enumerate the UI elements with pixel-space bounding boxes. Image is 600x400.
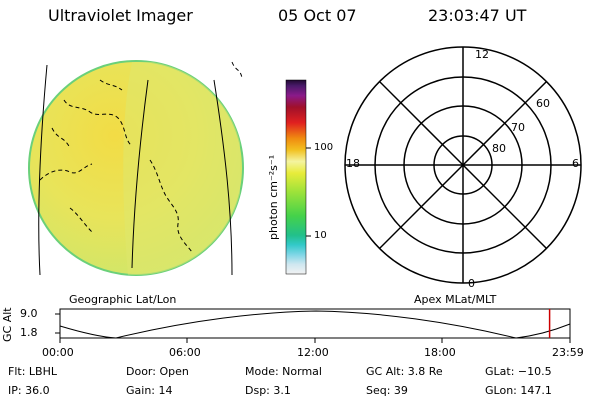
- gc-alt-min: 1.8: [20, 326, 38, 339]
- mlt-18-label: 18: [346, 157, 360, 170]
- xtick-1200: 12:00: [297, 346, 329, 359]
- info-ip: IP: 36.0: [8, 384, 50, 397]
- polar-grid: [344, 46, 582, 284]
- instrument-title: Ultraviolet Imager: [48, 6, 193, 25]
- time-label: 23:03:47 UT: [428, 6, 527, 25]
- colorbar-ticks: [306, 147, 311, 237]
- info-seq: Seq: 39: [366, 384, 408, 397]
- info-flt: Flt: LBHL: [8, 365, 57, 378]
- xtick-0000: 00:00: [42, 346, 74, 359]
- info-dsp: Dsp: 3.1: [245, 384, 291, 397]
- colorbar-tick-10: 10: [314, 230, 327, 241]
- lat-80-label: 80: [492, 142, 506, 155]
- mlt-12-label: 12: [475, 48, 489, 61]
- colorbar-tick-100: 100: [314, 142, 334, 153]
- info-mode: Mode: Normal: [245, 365, 322, 378]
- info-door: Door: Open: [126, 365, 189, 378]
- info-gc-alt: GC Alt: 3.8 Re: [366, 365, 443, 378]
- info-gain: Gain: 14: [126, 384, 173, 397]
- xtick-2359: 23:59: [552, 346, 584, 359]
- apex-caption: Apex MLat/MLT: [414, 293, 497, 306]
- xtick-0600: 06:00: [169, 346, 201, 359]
- geo-grid-lines: [38, 64, 233, 276]
- mlt-6-label: 6: [572, 157, 579, 170]
- gc-alt-ylabel: GC Alt: [1, 307, 14, 342]
- gc-alt-max: 9.0: [20, 307, 38, 320]
- colorbar: [285, 79, 307, 275]
- lat-70-label: 70: [511, 121, 525, 134]
- info-glon: GLon: 147.1: [485, 384, 552, 397]
- geographic-caption: Geographic Lat/Lon: [69, 293, 177, 306]
- coastline-traces: [39, 61, 243, 253]
- mlt-0-label: 0: [468, 277, 475, 290]
- info-glat: GLat: −10.5: [485, 365, 552, 378]
- date-label: 05 Oct 07: [278, 6, 357, 25]
- altitude-strip: [55, 308, 571, 343]
- lat-60-label: 60: [536, 97, 550, 110]
- globe-image: [28, 60, 244, 276]
- colorbar-unit-label: photon cm⁻²s⁻¹: [267, 154, 280, 240]
- xtick-1800: 18:00: [424, 346, 456, 359]
